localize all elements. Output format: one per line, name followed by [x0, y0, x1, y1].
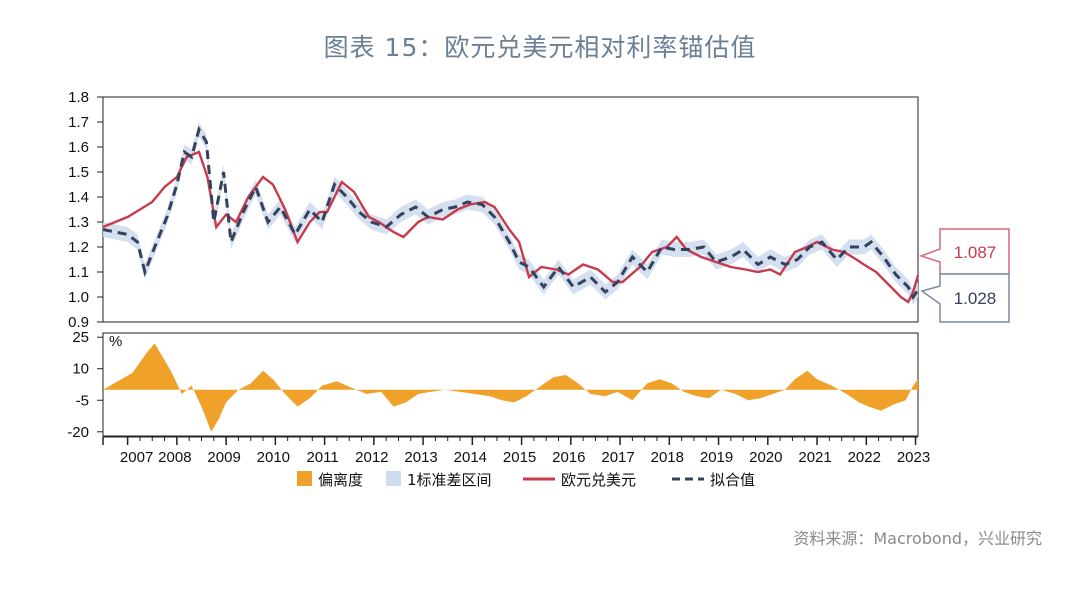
legend-label: 偏离度 — [318, 471, 363, 489]
y-tick-label: 1.8 — [68, 89, 89, 106]
y-tick-label: 1.3 — [68, 214, 89, 231]
callout-eurusd-box — [918, 228, 1010, 275]
x-tick-label: 2008 — [158, 449, 191, 466]
y-tick-label: 0.9 — [68, 314, 89, 331]
percent-unit-label: % — [109, 333, 122, 350]
x-tick-label: 2015 — [503, 449, 536, 466]
y-tick-label: 1.0 — [68, 289, 89, 306]
y-tick-label: 1.1 — [68, 264, 89, 281]
x-tick-label: 2011 — [306, 449, 338, 466]
y-tick-label: 1.2 — [68, 239, 89, 256]
source-note: 资料来源：Macrobond，兴业研究 — [793, 529, 1042, 548]
y-tick-label: 1.4 — [68, 189, 89, 206]
y-tick-label: -5 — [76, 392, 89, 409]
legend-label: 拟合值 — [710, 471, 755, 489]
callout-eurusd-label: 1.087 — [954, 243, 997, 262]
x-tick-label: 2020 — [749, 449, 782, 466]
x-tick-label: 2023 — [897, 449, 930, 466]
value-callouts: 1.087 1.028 — [918, 228, 1010, 323]
x-tick-label: 2009 — [207, 449, 240, 466]
legend-swatch — [297, 471, 312, 486]
chart-title: 图表 15：欧元兑美元相对利率锚估值 — [323, 33, 757, 62]
callout-fit-label: 1.028 — [954, 289, 997, 308]
x-tick-label: 2013 — [404, 449, 437, 466]
y-tick-label: -20 — [67, 424, 89, 441]
x-tick-label: 2012 — [355, 449, 388, 466]
fit-value-line — [102, 125, 920, 300]
top-panel-frame — [102, 96, 919, 323]
x-tick-label: 2017 — [601, 449, 634, 466]
callout-fit-box — [920, 273, 1010, 323]
x-tick-label: 2007 — [120, 449, 153, 466]
y-tick-label: 1.6 — [68, 139, 89, 156]
x-tick-label: 2022 — [848, 449, 881, 466]
legend-swatch — [386, 471, 401, 486]
y-tick-label: 1.7 — [68, 114, 89, 131]
x-tick-label: 2016 — [552, 449, 585, 466]
y-tick-label: 25 — [72, 329, 89, 346]
x-axis: 2007 2008 2009 2010 2011 2012 2013 2014 2015 2016… — [102, 436, 930, 466]
deviation-area — [103, 343, 918, 432]
y-tick-label: 10 — [72, 361, 89, 378]
top-panel: 0.9 1.0 1.1 1.2 1.3 1.4 1.5 1.6 1.7 1.8 — [68, 89, 920, 331]
legend: 偏离度 1标准差区间 欧元兑美元 拟合值 — [297, 471, 755, 489]
x-tick-label: 2018 — [651, 449, 684, 466]
legend-label: 欧元兑美元 — [561, 471, 636, 489]
bottom-panel: 25 10 -5 -20% — [67, 329, 919, 441]
x-tick-label: 2010 — [257, 449, 290, 466]
y-tick-label: 1.5 — [68, 164, 89, 181]
x-tick-label: 2014 — [454, 449, 487, 466]
x-tick-label: 2019 — [700, 449, 733, 466]
x-tick-label: 2021 — [798, 449, 831, 466]
legend-label: 1标准差区间 — [407, 471, 492, 489]
std-band-area — [103, 122, 918, 305]
